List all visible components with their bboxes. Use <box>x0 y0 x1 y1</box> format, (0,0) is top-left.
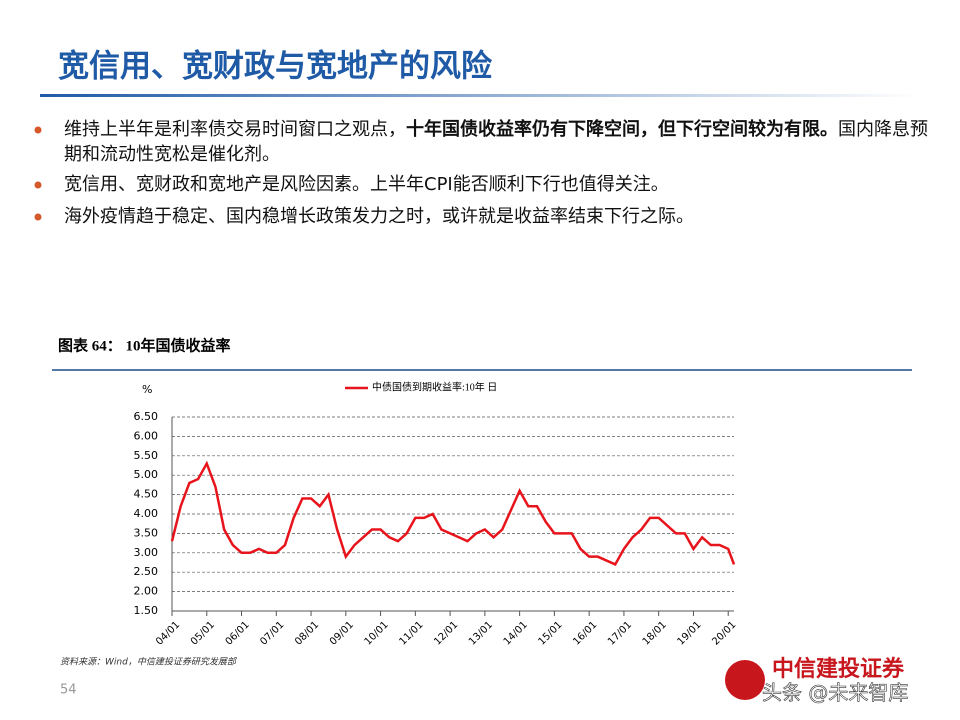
y-tick-label: 2.00 <box>134 585 159 598</box>
y-tick-label: 4.50 <box>134 488 159 501</box>
x-tick-label: 08/01 <box>293 619 321 647</box>
x-tick-label: 17/01 <box>606 619 634 647</box>
x-tick-label: 16/01 <box>571 619 599 647</box>
x-tick-label: 14/01 <box>502 619 530 647</box>
x-tick-label: 13/01 <box>467 619 495 647</box>
x-tick-label: 10/01 <box>363 619 391 647</box>
legend-label: 中债国债到期收益率:10年 日 <box>372 380 497 393</box>
y-tick-label: 5.50 <box>134 449 159 462</box>
x-tick-label: 11/01 <box>397 619 425 647</box>
bullet-text: 国内降息预期和流动性宽松是催化剂。 <box>64 119 928 165</box>
bullet-line: 期和流动性宽松是催化剂。 <box>64 144 280 165</box>
y-tick-label: 1.50 <box>134 604 159 617</box>
y-tick-label: 6.00 <box>134 429 159 442</box>
y-axis-label: % <box>142 383 152 396</box>
bullet-dot <box>34 213 42 221</box>
bullet-text: 维持上半年是利率债交易时间窗口之观点， <box>64 119 406 140</box>
x-tick-label: 20/01 <box>710 619 738 647</box>
logo-icon <box>725 660 765 700</box>
slide-title: 宽信用、宽财政与宽地产的风险 <box>58 49 493 85</box>
x-tick-label: 19/01 <box>676 619 704 647</box>
bullet-text: 宽信用、宽财政和宽地产是风险因素。上半年CPI能否顺利下行也值得关注。 <box>64 174 669 195</box>
x-tick-label: 15/01 <box>536 619 564 647</box>
y-tick-label: 4.00 <box>134 507 159 520</box>
y-tick-label: 3.50 <box>134 526 159 539</box>
chart: % 1.50 2.00 2.50 3.00 3.50 4.00 4.50 5.00 5.50 6.0… <box>134 380 739 647</box>
x-tick-label: 06/01 <box>224 619 252 647</box>
line-series <box>170 460 736 567</box>
bullet-list: 维持上半年是利率债交易时间窗口之观点， 十年国债收益率仍有下降空间，但下行空间较为… <box>34 118 928 227</box>
x-tick-label: 05/01 <box>189 619 217 647</box>
bullet-text: 海外疫情趋于稳定、国内稳增长政策发力之时，或许就是收益率结束下行之际。 <box>64 206 694 227</box>
chart-caption: 图表 64： 10年国债收益率 <box>58 336 231 354</box>
bullet-dot <box>34 181 42 189</box>
y-tick-label: 5.00 <box>134 468 159 481</box>
title-rule <box>40 94 920 97</box>
x-tick-label: 12/01 <box>432 619 460 647</box>
bullet-line: 国内降息预 <box>838 119 928 140</box>
y-tick-label: 2.50 <box>134 565 159 578</box>
bullet-text: 十年国债收益率仍有下降空间，但下行空间较为有限。 <box>406 118 838 140</box>
x-tick-label: 18/01 <box>641 619 669 647</box>
source-note: 资料来源：Wind，中信建投证券研究发展部 <box>60 657 238 668</box>
bullet-dot <box>34 126 42 134</box>
watermark: 头条 @未来智库 <box>762 681 908 705</box>
y-tick-label: 6.50 <box>134 410 159 423</box>
y-tick-label: 3.00 <box>134 546 159 559</box>
x-tick-label: 09/01 <box>328 619 356 647</box>
logo-text: 中信建投证券 <box>772 656 905 682</box>
page-number: 54 <box>60 683 77 698</box>
x-tick-label: 04/01 <box>154 619 182 647</box>
x-tick-label: 07/01 <box>258 619 286 647</box>
